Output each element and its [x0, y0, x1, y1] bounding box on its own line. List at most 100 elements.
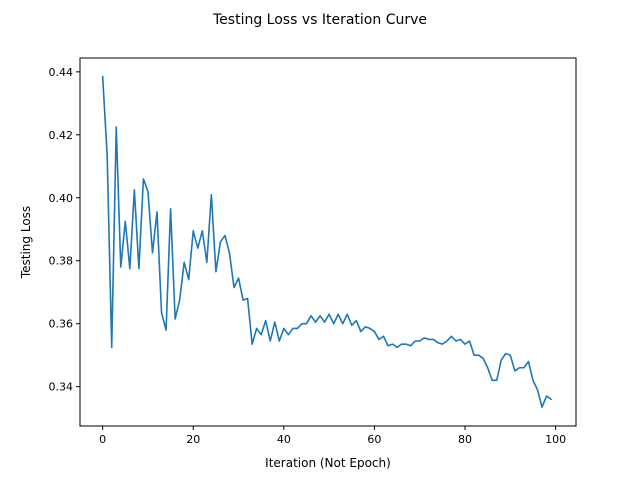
data-point: [102, 76, 104, 78]
data-point: [446, 340, 448, 342]
data-point: [537, 389, 539, 391]
data-point: [324, 321, 326, 323]
y-tick-label: 0.38: [49, 255, 74, 268]
data-point: [211, 194, 213, 196]
data-point: [541, 406, 543, 408]
data-point: [528, 361, 530, 363]
data-point: [410, 345, 412, 347]
data-point: [387, 345, 389, 347]
data-point: [274, 321, 276, 323]
data-point: [147, 191, 149, 193]
data-point: [505, 353, 507, 355]
x-tick-label: 100: [545, 433, 566, 446]
data-point: [115, 126, 117, 128]
data-point: [401, 343, 403, 345]
data-point: [188, 279, 190, 281]
data-point: [229, 252, 231, 254]
data-point: [519, 367, 521, 369]
data-point: [383, 335, 385, 337]
data-point: [478, 354, 480, 356]
data-point: [365, 326, 367, 328]
data-point: [179, 299, 181, 301]
data-point: [215, 271, 217, 273]
data-point: [283, 328, 285, 330]
x-tick-label: 60: [367, 433, 381, 446]
data-point: [464, 343, 466, 345]
data-point: [546, 395, 548, 397]
data-point: [125, 221, 127, 223]
data-point: [337, 313, 339, 315]
data-point: [310, 315, 312, 317]
data-point: [351, 324, 353, 326]
plot-area: [79, 57, 577, 427]
data-point: [260, 334, 262, 336]
data-point: [550, 398, 552, 400]
data-point: [138, 268, 140, 270]
data-point: [433, 339, 435, 341]
data-point: [183, 262, 185, 264]
y-tick-label: 0.40: [49, 192, 74, 205]
y-tick-label: 0.34: [49, 381, 74, 394]
data-point: [306, 323, 308, 325]
data-point: [460, 339, 462, 341]
data-point: [174, 318, 176, 320]
data-point: [482, 358, 484, 360]
data-point: [301, 323, 303, 325]
y-axis-label: Testing Loss: [19, 206, 33, 279]
x-tick-label: 40: [277, 433, 291, 446]
x-tick-label: 20: [186, 433, 200, 446]
data-point: [473, 354, 475, 356]
data-point: [161, 312, 163, 314]
data-point: [220, 241, 222, 243]
data-point: [396, 347, 398, 349]
x-tick-label: 80: [458, 433, 472, 446]
x-axis-label: Iteration (Not Epoch): [265, 456, 391, 470]
data-point: [315, 321, 317, 323]
axes-frame: [79, 57, 577, 427]
data-point: [197, 247, 199, 249]
data-point: [134, 189, 136, 191]
data-point: [423, 337, 425, 339]
data-point: [378, 339, 380, 341]
data-point: [455, 340, 457, 342]
data-point: [279, 340, 281, 342]
y-tick-label: 0.44: [49, 66, 74, 79]
data-point: [206, 262, 208, 264]
data-point: [224, 235, 226, 237]
data-point: [342, 323, 344, 325]
data-point: [170, 208, 172, 210]
data-point: [111, 347, 113, 349]
data-point: [532, 380, 534, 382]
data-point: [360, 331, 362, 333]
data-point: [192, 230, 194, 232]
x-tick-label: 0: [99, 433, 106, 446]
data-point: [500, 359, 502, 361]
data-point: [392, 343, 394, 345]
data-point: [510, 354, 512, 356]
data-point: [233, 287, 235, 289]
x-axis: 0 20 40 60 80 100: [99, 426, 566, 446]
data-point: [120, 266, 122, 268]
data-point: [238, 277, 240, 279]
data-point: [451, 335, 453, 337]
data-point: [292, 328, 294, 330]
series-line: [101, 75, 552, 408]
data-point: [129, 268, 131, 270]
data-point: [491, 380, 493, 382]
data-point: [514, 370, 516, 372]
data-point: [369, 328, 371, 330]
data-point: [247, 298, 249, 300]
data-point: [405, 343, 407, 345]
data-point: [242, 299, 244, 301]
data-point: [374, 331, 376, 333]
data-point: [152, 252, 154, 254]
data-point: [487, 367, 489, 369]
y-tick-label: 0.36: [49, 318, 74, 331]
data-point: [437, 342, 439, 344]
data-point: [297, 328, 299, 330]
data-point: [428, 339, 430, 341]
data-point: [202, 230, 204, 232]
data-point: [346, 313, 348, 315]
